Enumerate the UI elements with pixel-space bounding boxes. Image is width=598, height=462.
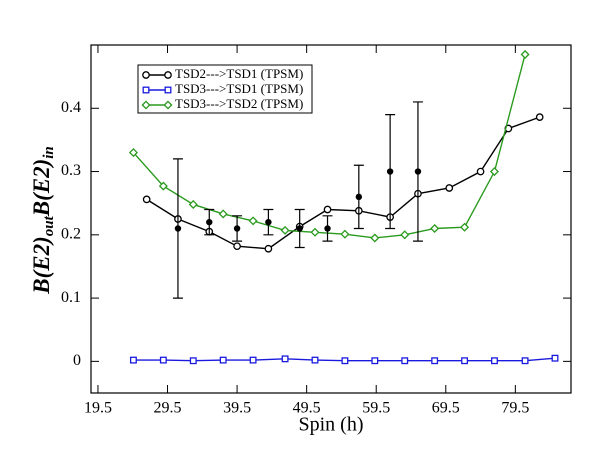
- legend-marker: [142, 71, 150, 79]
- marker: [445, 184, 454, 192]
- marker: [280, 225, 290, 235]
- y-tick-label: 0.4: [61, 99, 81, 116]
- marker: [489, 167, 499, 177]
- marker: [370, 233, 380, 243]
- marker: [188, 199, 198, 209]
- marker: [311, 356, 319, 364]
- y-tick-label: 0.3: [61, 162, 81, 179]
- y-label-sub: in: [41, 146, 57, 159]
- plot-frame: [90, 44, 572, 394]
- y-label-sub: out: [41, 215, 57, 236]
- marker: [249, 356, 257, 364]
- marker: [400, 230, 410, 240]
- marker: [158, 181, 168, 191]
- experiment-point: [174, 225, 182, 232]
- y-tick-label: 0: [73, 352, 81, 369]
- x-tick-label: 69.5: [432, 400, 460, 417]
- legend-marker: [142, 86, 150, 94]
- experiment-point: [296, 225, 303, 232]
- marker: [401, 357, 409, 365]
- y-label-part: B(E2): [29, 159, 54, 218]
- marker: [520, 49, 530, 60]
- experiment-point: [324, 225, 331, 232]
- experiment-point: [265, 218, 272, 226]
- marker: [310, 227, 320, 237]
- experiment-point: [206, 218, 213, 226]
- y-label-part: B(E2): [29, 236, 54, 295]
- x-tick-label: 19.5: [84, 400, 112, 417]
- experiment-point: [386, 168, 394, 175]
- marker: [341, 357, 349, 365]
- legend-label: TSD3--->TSD2 (TPSM): [175, 96, 303, 111]
- legend-marker: [141, 100, 151, 110]
- marker: [128, 148, 138, 158]
- x-tick-label: 49.5: [293, 400, 321, 417]
- marker: [371, 357, 379, 365]
- x-tick-label: 59.5: [362, 400, 390, 417]
- series-line: [146, 116, 540, 250]
- x-tick-label: 29.5: [154, 400, 182, 417]
- y-tick-label: 0.2: [61, 225, 81, 242]
- marker: [248, 216, 258, 226]
- experiment-point: [414, 168, 422, 175]
- marker: [323, 205, 332, 214]
- marker: [189, 357, 197, 365]
- y-axis-label: B(E2)outB(E2)in: [29, 146, 57, 295]
- marker: [430, 223, 440, 234]
- marker: [142, 195, 151, 204]
- legend-marker: [164, 86, 172, 94]
- marker: [219, 356, 227, 364]
- marker: [159, 356, 167, 364]
- marker: [521, 357, 529, 365]
- marker: [491, 357, 498, 365]
- marker: [264, 244, 273, 253]
- marker: [218, 209, 228, 219]
- marker: [551, 354, 559, 362]
- marker: [461, 357, 469, 365]
- legend-label: TSD2--->TSD1 (TPSM): [175, 66, 303, 81]
- series-line: [132, 54, 526, 239]
- legend-label: TSD3--->TSD1 (TPSM): [175, 81, 303, 96]
- marker: [129, 356, 137, 364]
- legend-marker: [163, 100, 173, 110]
- x-axis-label: Spin (h): [299, 414, 364, 436]
- marker: [431, 357, 439, 365]
- x-tick-label: 39.5: [223, 400, 251, 417]
- marker: [233, 242, 241, 251]
- x-tick-label: 79.5: [501, 400, 529, 417]
- marker: [340, 229, 350, 239]
- marker: [460, 222, 470, 232]
- marker: [535, 113, 544, 121]
- marker: [476, 167, 485, 176]
- experiment-point: [355, 193, 363, 201]
- y-tick-label: 0.1: [61, 289, 81, 306]
- marker: [281, 355, 289, 363]
- legend-marker: [164, 71, 172, 79]
- experiment-point: [233, 225, 241, 232]
